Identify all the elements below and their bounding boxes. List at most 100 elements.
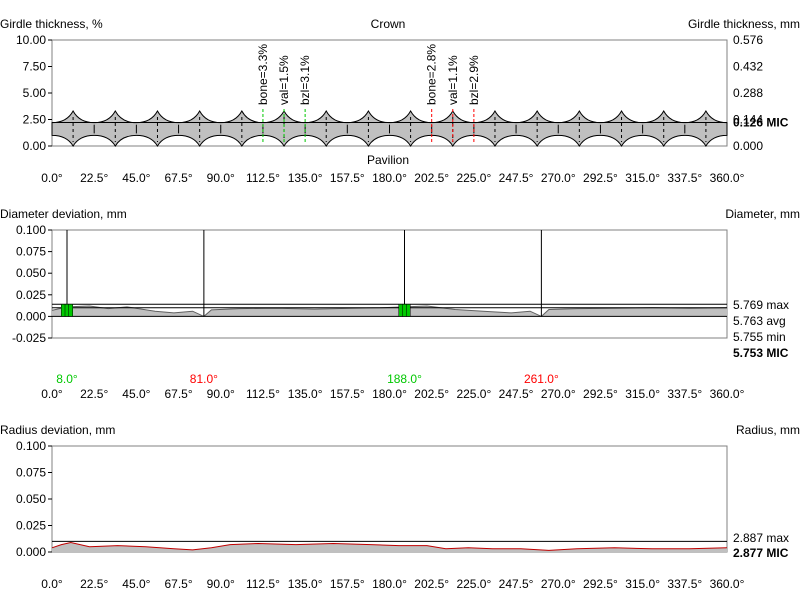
radius-y-tick-label: 0.050 <box>16 492 46 506</box>
girdle-x-tick-label: 292.5° <box>583 171 618 185</box>
girdle-mic-label: 0.126 MIC <box>733 116 789 130</box>
girdle-x-tick-label: 135.0° <box>288 171 323 185</box>
girdle-x-tick-label: 90.0° <box>207 171 235 185</box>
radius-x-tick-label: 202.5° <box>414 577 449 591</box>
girdle-x-tick-label: 225.0° <box>456 171 491 185</box>
radius-x-tick-label: 180.0° <box>372 577 407 591</box>
diameter-profile-area <box>52 306 727 317</box>
girdle-y-tick-label: 2.50 <box>23 113 47 127</box>
radius-profile-area <box>52 542 727 552</box>
girdle-x-tick-label: 315.0° <box>625 171 660 185</box>
radius-left-title: Radius deviation, mm <box>0 423 115 437</box>
girdle-x-tick-label: 157.5° <box>330 171 365 185</box>
radius-y-tick-label: 0.100 <box>16 439 46 453</box>
girdle-x-tick-label: 337.5° <box>667 171 702 185</box>
diameter-right-title: Diameter, mm <box>725 207 800 221</box>
diameter-marker-label: 8.0° <box>56 372 78 386</box>
radius-y-tick-label: 0.000 <box>16 545 46 559</box>
diameter-y-tick-label: 0.050 <box>16 266 46 280</box>
radius-profile-line <box>51 541 728 551</box>
girdle-x-tick-label: 112.5° <box>246 171 280 185</box>
diameter-x-tick-label: 360.0° <box>710 387 745 401</box>
diameter-y-tick-label: 0.000 <box>16 309 46 323</box>
diameter-marker-label: 81.0° <box>190 372 218 386</box>
radius-x-tick-label: 360.0° <box>710 577 745 591</box>
diameter-mic-label: 5.753 MIC <box>733 346 789 360</box>
diameter-y-tick-label: 0.100 <box>16 223 46 237</box>
diameter-x-tick-label: 180.0° <box>372 387 407 401</box>
diameter-x-tick-label: 45.0° <box>122 387 150 401</box>
diameter-min-marker-bar <box>61 304 66 317</box>
diameter-x-tick-label: 315.0° <box>625 387 660 401</box>
diameter-x-tick-label: 135.0° <box>288 387 323 401</box>
radius-x-tick-label: 225.0° <box>456 577 491 591</box>
diameter-min-marker-bar <box>402 304 407 317</box>
girdle-annotation-label: val=1.5% <box>277 55 291 105</box>
girdle-left-title: Girdle thickness, % <box>0 17 103 31</box>
girdle-annotation-label: bone=2.8% <box>425 44 439 105</box>
radius-mic-label: 2.877 MIC <box>733 546 789 560</box>
radius-x-tick-label: 247.5° <box>499 577 534 591</box>
diameter-x-tick-label: 157.5° <box>330 387 365 401</box>
girdle-right-title: Girdle thickness, mm <box>688 17 800 31</box>
girdle-x-tick-label: 67.5° <box>164 171 192 185</box>
radius-y-tick-label: 0.075 <box>16 466 46 480</box>
radius-x-tick-label: 22.5° <box>80 577 108 591</box>
diameter-x-tick-label: 337.5° <box>667 387 702 401</box>
girdle-y-tick-label: 10.00 <box>16 33 46 47</box>
girdle-x-tick-label: 247.5° <box>499 171 534 185</box>
diameter-y-tick-label: -0.025 <box>12 331 46 345</box>
girdle-x-tick-label: 180.0° <box>372 171 407 185</box>
diameter-y-tick-label: 0.075 <box>16 245 46 259</box>
diameter-avg-label: 5.763 avg <box>733 314 786 328</box>
pavilion-label: Pavilion <box>367 153 409 167</box>
diameter-min-marker-bar <box>64 304 70 317</box>
radius-y-tick-label: 0.025 <box>16 519 46 533</box>
girdle-y-tick-label: 7.50 <box>23 60 47 74</box>
crown-label: Crown <box>371 17 406 31</box>
diameter-min-marker-bar <box>398 304 403 317</box>
diameter-marker-label: 188.0° <box>387 372 422 386</box>
diameter-x-tick-label: 270.0° <box>541 387 576 401</box>
diameter-x-tick-label: 112.5° <box>246 387 280 401</box>
girdle-x-tick-label: 360.0° <box>710 171 745 185</box>
girdle-right-tick-label: 0.288 <box>733 86 763 100</box>
girdle-x-tick-label: 202.5° <box>414 171 449 185</box>
diameter-frame <box>51 229 728 339</box>
diameter-x-tick-label: 0.0° <box>41 387 63 401</box>
radius-x-tick-label: 315.0° <box>625 577 660 591</box>
girdle-y-tick-label: 5.00 <box>23 86 47 100</box>
girdle-annotation-label: bone=3.3% <box>256 44 270 105</box>
girdle-x-tick-label: 270.0° <box>541 171 576 185</box>
radius-x-tick-label: 337.5° <box>667 577 702 591</box>
radius-max-label: 2.887 max <box>733 531 789 545</box>
girdle-x-tick-label: 22.5° <box>80 171 108 185</box>
girdle-right-tick-label: 0.000 <box>733 139 763 153</box>
diameter-x-tick-label: 225.0° <box>456 387 491 401</box>
girdle-y-tick-label: 0.00 <box>23 139 47 153</box>
diameter-min-label: 5.755 min <box>733 330 786 344</box>
girdle-right-tick-label: 0.144 <box>733 113 763 127</box>
radius-x-tick-label: 135.0° <box>288 577 323 591</box>
radius-x-tick-label: 0.0° <box>41 577 63 591</box>
girdle-right-tick-label: 0.432 <box>733 60 763 74</box>
diameter-left-title: Diameter deviation, mm <box>0 207 127 221</box>
diameter-min-marker-bar <box>68 304 73 317</box>
girdle-annotation-label: bzl=2.9% <box>467 55 481 105</box>
radius-x-tick-label: 90.0° <box>207 577 235 591</box>
radius-x-tick-label: 292.5° <box>583 577 618 591</box>
diameter-x-tick-label: 22.5° <box>80 387 108 401</box>
radius-frame <box>51 445 728 553</box>
girdle-x-tick-label: 45.0° <box>122 171 150 185</box>
radius-x-tick-label: 67.5° <box>164 577 192 591</box>
radius-x-tick-label: 270.0° <box>541 577 576 591</box>
diameter-x-tick-label: 202.5° <box>414 387 449 401</box>
diameter-x-tick-label: 292.5° <box>583 387 618 401</box>
girdle-annotation-label: bzl=3.1% <box>298 55 312 105</box>
radius-x-tick-label: 45.0° <box>122 577 150 591</box>
radius-x-tick-label: 157.5° <box>330 577 365 591</box>
radius-right-title: Radius, mm <box>736 423 800 437</box>
diameter-max-label: 5.769 max <box>733 298 789 312</box>
diameter-marker-label: 261.0° <box>524 372 559 386</box>
